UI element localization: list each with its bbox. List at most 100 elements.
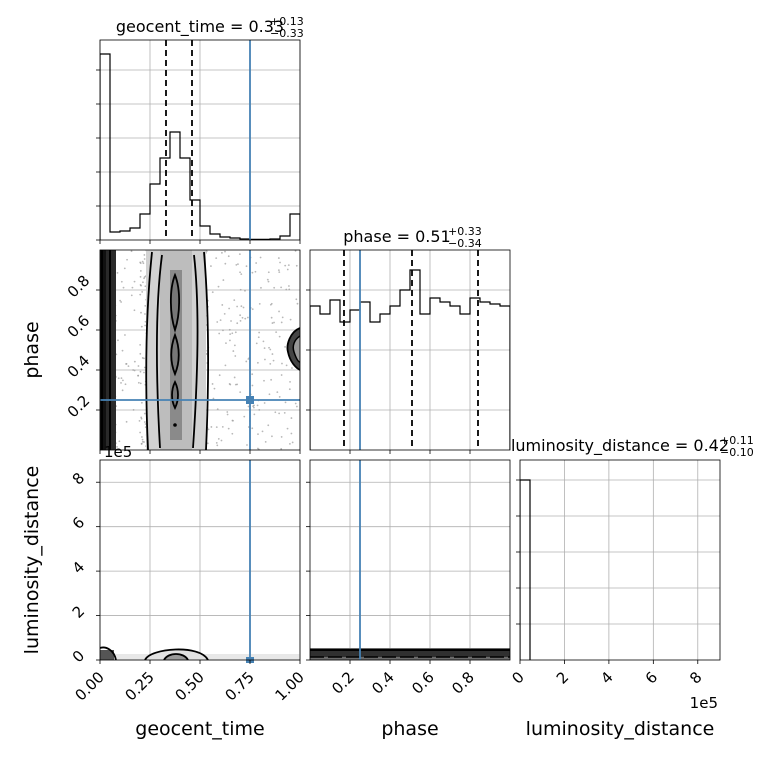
scatter-point bbox=[240, 305, 243, 308]
x-axis-label-geocent_time: geocent_time bbox=[135, 718, 264, 740]
scatter-point bbox=[294, 250, 297, 252]
scatter-point bbox=[224, 262, 227, 265]
title-plus: +0.33 bbox=[448, 225, 482, 238]
title-plus: +0.11 bbox=[720, 434, 754, 447]
scatter-point bbox=[224, 364, 227, 367]
contour bbox=[100, 646, 117, 660]
scatter-point bbox=[211, 291, 214, 294]
histogram-step bbox=[100, 53, 300, 240]
x-axis-label-phase: phase bbox=[381, 718, 438, 740]
scatter-point bbox=[227, 427, 230, 430]
scatter-point bbox=[295, 298, 298, 301]
scatter-point bbox=[256, 361, 259, 364]
scatter-point bbox=[280, 448, 283, 450]
scatter-point bbox=[267, 424, 270, 427]
scatter-point bbox=[206, 442, 209, 445]
scatter-point bbox=[269, 348, 272, 351]
scatter-point bbox=[233, 376, 236, 379]
scatter-point bbox=[241, 316, 244, 319]
scatter-point bbox=[139, 431, 141, 434]
scatter-point bbox=[141, 260, 144, 263]
scatter-point bbox=[279, 261, 281, 264]
panel-hist-luminosity_distance: 0 2 4 6 8 luminosity_distance = 0.42 +0.11 −… bbox=[508, 434, 753, 712]
x-tick-label: 2 bbox=[553, 668, 572, 687]
scatter-point bbox=[143, 412, 146, 415]
scatter-point bbox=[277, 257, 280, 259]
y-tick-label: 0.4 bbox=[64, 352, 94, 382]
scatter-point bbox=[218, 374, 221, 377]
scatter-point bbox=[278, 335, 281, 338]
title-plus: +0.13 bbox=[270, 15, 304, 28]
scatter-point bbox=[122, 286, 125, 289]
scatter-point bbox=[139, 261, 142, 264]
scatter-point bbox=[130, 294, 133, 297]
histogram-luminosity_distance bbox=[520, 479, 531, 660]
scatter-point bbox=[251, 427, 254, 430]
scatter-point bbox=[118, 440, 121, 443]
scatter-point bbox=[133, 369, 136, 372]
scatter-point bbox=[228, 328, 231, 331]
scatter-point bbox=[227, 255, 230, 258]
title-minus: −0.10 bbox=[720, 446, 754, 459]
contour-middle bbox=[155, 254, 199, 449]
scatter-point bbox=[117, 339, 119, 342]
scatter-point bbox=[139, 370, 142, 373]
truth-lines bbox=[100, 250, 300, 450]
scatter-point bbox=[295, 405, 298, 408]
x-tick-label: 0.50 bbox=[171, 668, 207, 704]
scatter-point bbox=[266, 278, 269, 281]
scatter-point bbox=[143, 366, 146, 369]
scatter-point bbox=[270, 302, 273, 305]
scatter-point bbox=[137, 365, 140, 367]
scatter-point bbox=[261, 430, 264, 433]
density-geocent_time-phase bbox=[100, 250, 300, 450]
scatter-point bbox=[125, 420, 128, 423]
scatter-point bbox=[284, 401, 287, 404]
scatter-point bbox=[280, 321, 283, 324]
scatter-point bbox=[255, 262, 258, 264]
scatter-point bbox=[239, 314, 242, 317]
scatter-point bbox=[140, 416, 143, 419]
scatter-point bbox=[247, 405, 250, 408]
x-tick-label: 0.2 bbox=[328, 668, 358, 698]
scatter-point bbox=[294, 402, 297, 405]
scatter-point bbox=[258, 408, 261, 411]
x-tick-label: 0.75 bbox=[221, 668, 257, 704]
tick-marks bbox=[96, 69, 301, 244]
scatter-point bbox=[264, 441, 267, 443]
grid-lines bbox=[519, 460, 720, 660]
scatter-point bbox=[255, 342, 258, 345]
scatter-point bbox=[235, 263, 238, 266]
scatter-point bbox=[225, 342, 227, 344]
scatter-point bbox=[288, 285, 290, 287]
scatter-point bbox=[273, 321, 275, 324]
x-tick-label: 0.8 bbox=[448, 668, 478, 698]
scatter-point bbox=[280, 374, 283, 376]
grid-lines bbox=[310, 460, 510, 661]
contour-edge bbox=[292, 335, 300, 363]
scatter-point bbox=[254, 270, 257, 273]
scatter-point bbox=[278, 412, 281, 415]
scatter-point bbox=[234, 331, 237, 334]
scatter-point bbox=[233, 299, 236, 302]
scatter-point bbox=[287, 264, 290, 266]
scatter-point bbox=[285, 364, 288, 367]
scatter-point bbox=[273, 286, 276, 289]
density-geocent_time-luminosity_distance bbox=[100, 646, 300, 660]
scatter-point bbox=[231, 432, 234, 435]
x-tick-label: 8 bbox=[686, 668, 705, 687]
scatter-point bbox=[286, 427, 289, 430]
scatter-point bbox=[276, 391, 279, 394]
scatter-point bbox=[119, 299, 122, 302]
scatter-point bbox=[290, 417, 293, 419]
scatter-point bbox=[137, 374, 139, 377]
scatter-point bbox=[224, 250, 226, 253]
scatter-point bbox=[116, 445, 118, 448]
scatter-point bbox=[289, 442, 291, 445]
scatter-point bbox=[253, 413, 256, 416]
scatter-point bbox=[234, 355, 237, 357]
scatter-point bbox=[217, 285, 220, 288]
scatter-point bbox=[139, 382, 142, 385]
scatter-point bbox=[243, 415, 246, 418]
scatter-point bbox=[236, 383, 239, 386]
